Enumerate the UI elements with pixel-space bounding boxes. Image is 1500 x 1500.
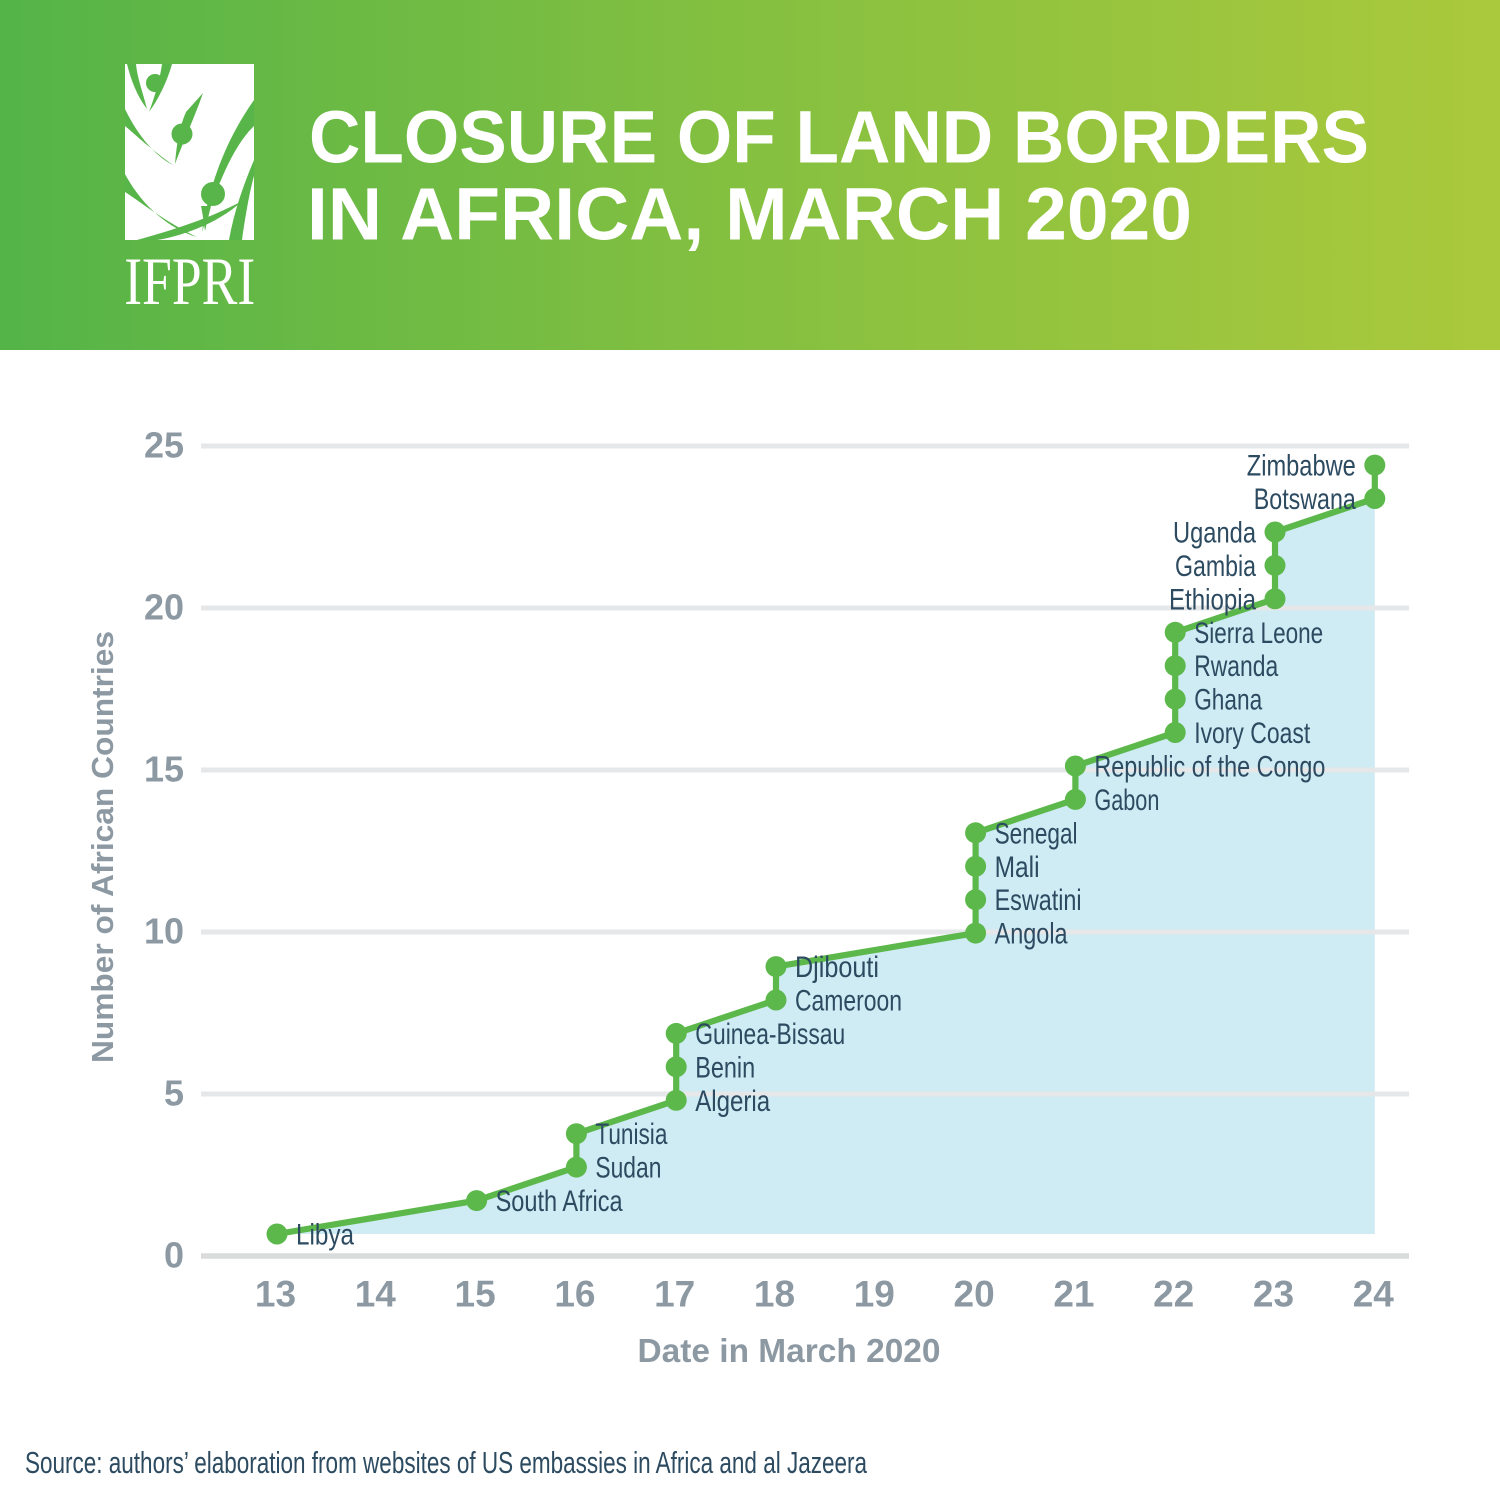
svg-text:Republic of the Congo: Republic of the Congo	[1094, 751, 1325, 784]
svg-text:CLOSURE OF LAND BORDERS: CLOSURE OF LAND BORDERS	[309, 95, 1369, 178]
svg-text:Mali: Mali	[995, 851, 1040, 884]
svg-text:Date in March 2020: Date in March 2020	[638, 1332, 941, 1369]
svg-text:18: 18	[754, 1274, 795, 1315]
svg-text:Djibouti: Djibouti	[795, 951, 879, 984]
svg-text:Sudan: Sudan	[595, 1152, 661, 1185]
svg-text:Ghana: Ghana	[1194, 684, 1262, 717]
svg-text:Gabon: Gabon	[1094, 784, 1159, 817]
svg-text:0: 0	[164, 1235, 184, 1276]
svg-text:24: 24	[1353, 1274, 1395, 1315]
svg-text:Gambia: Gambia	[1175, 550, 1256, 583]
svg-text:Botswana: Botswana	[1254, 483, 1356, 516]
svg-text:Zimbabwe: Zimbabwe	[1247, 450, 1356, 483]
svg-text:Ivory Coast: Ivory Coast	[1194, 717, 1311, 750]
svg-text:20: 20	[954, 1274, 995, 1315]
svg-text:10: 10	[144, 911, 184, 952]
svg-text:15: 15	[144, 749, 184, 790]
svg-text:Senegal: Senegal	[995, 817, 1078, 850]
svg-text:Sierra Leone: Sierra Leone	[1194, 617, 1323, 650]
svg-text:Number of African Countries: Number of African Countries	[85, 631, 120, 1063]
svg-text:Cameroon: Cameroon	[795, 985, 902, 1018]
svg-text:22: 22	[1153, 1274, 1194, 1315]
svg-text:Tunisia: Tunisia	[595, 1118, 667, 1151]
svg-text:Uganda: Uganda	[1173, 517, 1256, 550]
svg-text:21: 21	[1053, 1274, 1094, 1315]
svg-text:South Africa: South Africa	[496, 1185, 623, 1218]
svg-text:Algeria: Algeria	[695, 1085, 770, 1118]
svg-text:Source: authors’ elaboration f: Source: authors’ elaboration from websit…	[25, 1445, 868, 1480]
svg-text:23: 23	[1253, 1274, 1294, 1315]
svg-text:Benin: Benin	[695, 1051, 755, 1084]
svg-text:17: 17	[654, 1274, 695, 1315]
svg-text:Guinea-Bissau: Guinea-Bissau	[695, 1018, 845, 1051]
svg-text:Eswatini: Eswatini	[995, 884, 1082, 917]
svg-text:IN AFRICA, MARCH 2020: IN AFRICA, MARCH 2020	[307, 173, 1192, 256]
svg-text:Libya: Libya	[296, 1219, 354, 1252]
svg-text:Angola: Angola	[995, 918, 1068, 951]
svg-text:Ethiopia: Ethiopia	[1169, 583, 1256, 616]
svg-text:19: 19	[854, 1274, 895, 1315]
svg-text:15: 15	[455, 1274, 496, 1315]
svg-text:Rwanda: Rwanda	[1194, 650, 1278, 683]
svg-text:16: 16	[554, 1274, 595, 1315]
svg-text:5: 5	[164, 1073, 184, 1114]
svg-text:13: 13	[255, 1274, 296, 1315]
svg-text:14: 14	[355, 1274, 397, 1315]
svg-text:20: 20	[144, 587, 184, 628]
svg-text:IFPRI: IFPRI	[125, 243, 255, 309]
svg-text:25: 25	[144, 425, 184, 466]
